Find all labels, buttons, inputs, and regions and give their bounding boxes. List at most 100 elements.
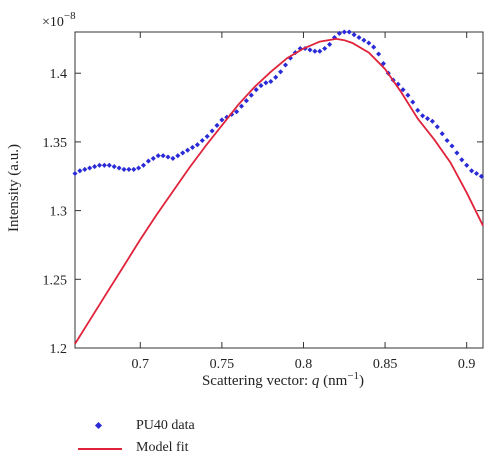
x-axis-label-unit: (nm bbox=[319, 373, 347, 389]
chart: 0.7 0.75 0.8 0.85 0.9 1.2 1.25 1.3 1.35 1.4 ×10−8… bbox=[6, 10, 484, 389]
data-point bbox=[150, 155, 156, 161]
legend-label-fit: Model fit bbox=[136, 440, 189, 455]
data-point bbox=[77, 168, 83, 174]
data-point bbox=[140, 162, 147, 168]
data-point bbox=[434, 124, 440, 130]
data-point bbox=[96, 162, 103, 168]
data-point bbox=[473, 170, 480, 177]
data-point bbox=[189, 144, 196, 150]
data-point bbox=[126, 166, 132, 172]
x-tick-label: 0.9 bbox=[458, 357, 476, 372]
data-point bbox=[263, 80, 269, 86]
x-axis-label-variable: q bbox=[312, 373, 320, 389]
data-point bbox=[356, 34, 362, 41]
legend: PU40 data Model fit bbox=[78, 415, 195, 459]
data-point bbox=[248, 92, 254, 98]
y-axis-multiplier: ×10−8 bbox=[42, 10, 76, 30]
data-point bbox=[361, 37, 367, 43]
data-point bbox=[101, 162, 107, 168]
data-point bbox=[444, 137, 450, 144]
x-tick-label: 0.75 bbox=[210, 357, 235, 372]
data-point bbox=[376, 51, 382, 57]
plot-area: 0.7 0.75 0.8 0.85 0.9 1.2 1.25 1.3 1.35 1.4 bbox=[43, 29, 484, 372]
data-point bbox=[165, 154, 171, 160]
data-point bbox=[194, 142, 200, 148]
x-axis-label-prefix: Scattering vector: bbox=[202, 373, 312, 389]
y-tick-label: 1.25 bbox=[43, 273, 68, 288]
data-point bbox=[106, 162, 112, 168]
data-point bbox=[317, 48, 323, 54]
x-axis-label-unit-exponent: −1 bbox=[347, 370, 359, 382]
data-point bbox=[155, 153, 161, 159]
legend-label-data: PU40 data bbox=[136, 418, 195, 433]
data-point bbox=[209, 128, 215, 134]
data-point bbox=[131, 166, 137, 172]
data-point bbox=[405, 92, 411, 98]
y-axis-label: Intensity (a.u.) bbox=[6, 144, 22, 232]
y-multiplier-base: ×10 bbox=[42, 15, 64, 30]
data-point bbox=[312, 48, 318, 54]
x-axis-label-unit-close: ) bbox=[359, 373, 364, 389]
data-point bbox=[327, 41, 333, 47]
legend-swatch-points bbox=[78, 420, 122, 432]
data-point bbox=[204, 133, 210, 139]
data-point bbox=[449, 143, 455, 149]
data-point bbox=[282, 62, 289, 68]
data-point bbox=[82, 166, 88, 172]
data-point bbox=[307, 47, 313, 53]
data-point bbox=[459, 157, 465, 163]
data-point bbox=[92, 164, 98, 170]
plot-frame bbox=[74, 31, 484, 349]
data-point bbox=[72, 170, 78, 177]
x-tick-label: 0.7 bbox=[132, 357, 150, 372]
data-point bbox=[170, 155, 176, 161]
data-point bbox=[180, 150, 186, 156]
data-point bbox=[243, 98, 249, 104]
y-tick-label: 1.4 bbox=[50, 67, 68, 82]
data-point bbox=[464, 162, 470, 168]
data-point bbox=[278, 69, 284, 75]
data-point bbox=[424, 116, 431, 122]
data-point bbox=[366, 40, 372, 46]
data-point bbox=[410, 99, 416, 105]
legend-swatch-line bbox=[78, 442, 122, 454]
data-point bbox=[268, 78, 274, 85]
data-point bbox=[234, 109, 240, 115]
x-tick-label: 0.85 bbox=[373, 357, 398, 372]
data-point bbox=[199, 137, 205, 144]
data-point bbox=[121, 166, 127, 172]
data-point bbox=[214, 122, 220, 128]
y-tick-label: 1.3 bbox=[50, 205, 68, 220]
data-point bbox=[351, 32, 357, 38]
svg-text:×10−8: ×10−8 bbox=[42, 10, 76, 30]
data-point bbox=[439, 131, 445, 137]
y-tick-label: 1.35 bbox=[43, 136, 68, 151]
data-point bbox=[136, 165, 142, 171]
series-line-model-fit bbox=[74, 37, 484, 345]
data-point bbox=[219, 117, 225, 123]
y-multiplier-exponent: −8 bbox=[64, 10, 76, 22]
data-point bbox=[87, 165, 93, 171]
data-point bbox=[111, 164, 117, 170]
data-point bbox=[175, 153, 181, 159]
data-point bbox=[160, 153, 166, 159]
y-tick-label: 1.2 bbox=[50, 342, 68, 357]
data-point bbox=[185, 147, 191, 153]
data-point bbox=[253, 87, 259, 93]
data-point bbox=[420, 113, 426, 119]
data-point bbox=[238, 103, 245, 109]
data-point bbox=[341, 29, 347, 35]
legend-item-fit: Model fit bbox=[78, 437, 195, 459]
data-point bbox=[116, 165, 122, 171]
data-point bbox=[273, 74, 279, 80]
data-point bbox=[429, 118, 435, 124]
data-point bbox=[322, 45, 328, 52]
data-point bbox=[454, 150, 460, 156]
legend-item-data: PU40 data bbox=[78, 415, 195, 437]
data-point bbox=[145, 158, 151, 164]
data-point bbox=[415, 107, 421, 113]
data-point bbox=[346, 29, 352, 35]
data-point bbox=[478, 173, 484, 179]
x-axis-label: Scattering vector: q (nm−1) bbox=[202, 370, 364, 389]
x-tick-label: 0.8 bbox=[295, 357, 313, 372]
